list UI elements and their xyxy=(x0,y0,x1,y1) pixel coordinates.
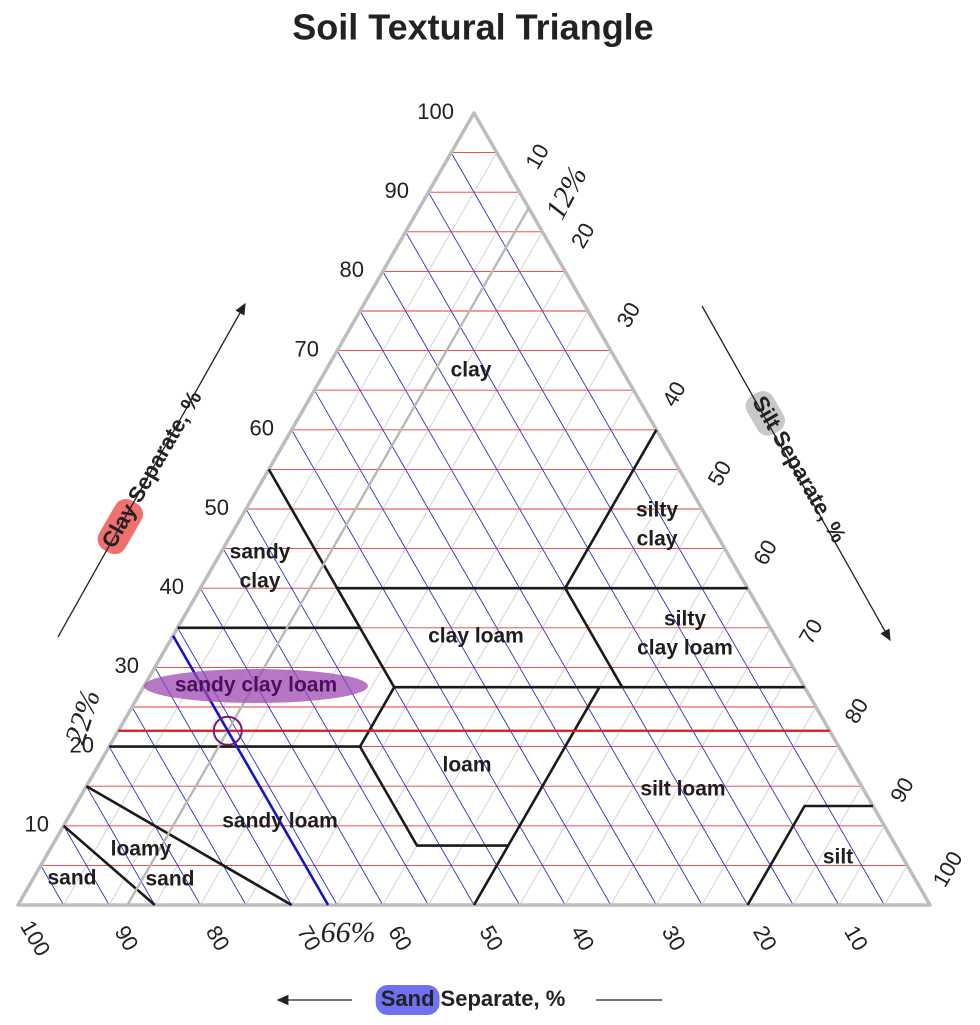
region-label: clay loam xyxy=(428,625,524,648)
sand-grid-line xyxy=(450,152,885,906)
clay-tick-label: 30 xyxy=(115,653,139,678)
silt-grid-line xyxy=(245,310,589,906)
reading-point xyxy=(212,715,243,746)
sand-grid-line xyxy=(359,310,703,906)
silt-reading-line xyxy=(126,207,530,906)
silt-grid-line xyxy=(63,152,498,906)
region-label: sandy loam xyxy=(222,810,338,833)
silt-grid-line xyxy=(519,548,726,906)
clay-tick-label: 20 xyxy=(70,732,94,757)
region-label: sandy xyxy=(230,541,291,564)
sand-highlight xyxy=(375,985,440,1015)
texture-boundary xyxy=(267,468,396,748)
sand-axis-title: Sand Separate, % xyxy=(375,985,566,1015)
grid xyxy=(16,111,932,907)
clay-tick-label: 60 xyxy=(250,416,274,441)
sand-tick-label: 30 xyxy=(657,921,691,955)
sand-grid-line xyxy=(245,508,475,906)
sand-grid-line xyxy=(405,231,794,906)
silt-tick-label: 80 xyxy=(839,694,873,728)
sand-grid-line xyxy=(222,548,429,906)
silt-tick-label: 100 xyxy=(928,847,968,891)
texture-boundary xyxy=(563,429,658,688)
silt-arrow xyxy=(701,305,891,642)
texture-boundary xyxy=(507,686,601,847)
region-highlight xyxy=(144,669,368,703)
silt-tick-label: 10 xyxy=(520,140,554,174)
sand-axis-rest: Separate, % xyxy=(441,986,566,1011)
region-label: sandy clay loam xyxy=(175,674,337,697)
sand-tick-label: 40 xyxy=(566,921,600,955)
region-label: sand xyxy=(145,868,194,891)
clay-tick-label: 70 xyxy=(295,336,319,361)
region-label: silt loam xyxy=(640,778,725,801)
silt-tick-label: 20 xyxy=(566,219,600,253)
silt-annotation: 12% xyxy=(539,161,594,225)
region-label: clay xyxy=(451,359,492,382)
region-label: silty xyxy=(664,608,706,631)
region-label: silt xyxy=(823,846,853,869)
silt-tick-label: 70 xyxy=(794,615,828,649)
silt-tick-label: 90 xyxy=(885,773,919,807)
clay-tick-label: 80 xyxy=(340,257,364,282)
region-label: loam xyxy=(442,754,491,777)
sand-tick-label: 80 xyxy=(201,921,235,955)
silt-grid-line xyxy=(154,231,543,906)
sand-axis-word: Sand xyxy=(381,986,435,1011)
sand-annotation: 66% xyxy=(321,916,376,949)
silt-tick-label: 60 xyxy=(748,536,782,570)
sand-grid-line xyxy=(154,667,292,906)
sand-tick-label: 100 xyxy=(15,916,55,960)
texture-boundary xyxy=(746,804,873,906)
region-label: clay loam xyxy=(637,637,733,660)
clay-arrow xyxy=(57,302,246,638)
silt-grid-line xyxy=(610,627,771,906)
sand-grid-line xyxy=(131,706,247,906)
region-label: sand xyxy=(47,867,96,890)
sand-grid-line xyxy=(63,825,110,906)
sand-tick-label: 10 xyxy=(839,921,873,955)
sand-tick-label: 90 xyxy=(110,921,144,955)
annotations: 22%12%66% xyxy=(59,161,830,949)
clay-tick-label: 40 xyxy=(160,574,184,599)
region-label: loamy xyxy=(111,838,172,861)
texture-boundary xyxy=(85,785,293,907)
clay-axis-title: ClaySeparate, % xyxy=(96,386,207,555)
sand-tick-label: 50 xyxy=(475,921,509,955)
region-label: clay xyxy=(240,570,281,593)
sand-grid-line xyxy=(314,389,612,906)
sand-tick-label: 60 xyxy=(383,921,417,955)
texture-boundaries xyxy=(62,429,873,907)
silt-grid-line xyxy=(336,389,635,906)
clay-tick-label: 50 xyxy=(205,495,229,520)
sand-tick-label: 20 xyxy=(748,921,782,955)
silt-tick-label: 30 xyxy=(611,298,645,332)
silt-grid-line xyxy=(883,865,908,906)
clay-tick-label: 10 xyxy=(25,812,49,837)
clay-tick-label: 100 xyxy=(417,99,454,124)
sand-grid-line xyxy=(86,785,156,906)
clay-tick-label: 90 xyxy=(385,178,409,203)
texture-boundary xyxy=(109,745,510,906)
sand-grid-line xyxy=(40,865,64,906)
silt-tick-label: 50 xyxy=(703,456,737,490)
region-label: silty xyxy=(636,499,678,522)
region-label: clay xyxy=(637,528,678,551)
silt-tick-label: 40 xyxy=(657,377,691,411)
silt-grid-line xyxy=(701,706,817,906)
title: Soil Textural Triangle xyxy=(292,7,653,48)
texture-boundary xyxy=(62,824,156,906)
